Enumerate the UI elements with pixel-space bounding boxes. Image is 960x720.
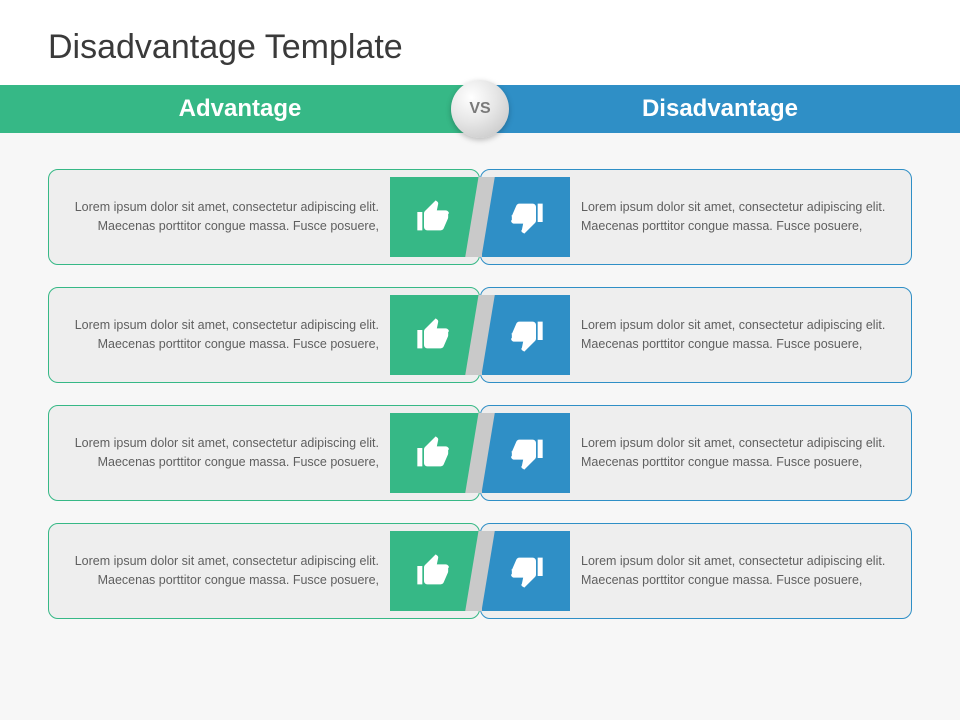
thumbs-down-icon [482,413,571,493]
advantage-text: Lorem ipsum dolor sit amet, consectetur … [67,198,379,237]
thumbs-down-icon [482,531,571,611]
advantage-header: Advantage [0,85,480,133]
disadvantage-text: Lorem ipsum dolor sit amet, consectetur … [581,434,893,473]
compare-row: Lorem ipsum dolor sit amet, consectetur … [48,405,912,501]
advantage-text: Lorem ipsum dolor sit amet, consectetur … [67,434,379,473]
compare-row: Lorem ipsum dolor sit amet, consectetur … [48,169,912,265]
disadvantage-header: Disadvantage [480,85,960,133]
comparison-rows: Lorem ipsum dolor sit amet, consectetur … [0,133,960,639]
thumbs-up-icon [390,177,479,257]
center-icon-block [390,177,570,257]
disadvantage-text: Lorem ipsum dolor sit amet, consectetur … [581,198,893,237]
page-title: Disadvantage Template [0,0,960,85]
thumbs-up-icon [390,295,479,375]
thumbs-down-icon [482,177,571,257]
compare-row: Lorem ipsum dolor sit amet, consectetur … [48,287,912,383]
disadvantage-text: Lorem ipsum dolor sit amet, consectetur … [581,316,893,355]
compare-row: Lorem ipsum dolor sit amet, consectetur … [48,523,912,619]
center-icon-block [390,413,570,493]
advantage-text: Lorem ipsum dolor sit amet, consectetur … [67,316,379,355]
thumbs-up-icon [390,413,479,493]
advantage-text: Lorem ipsum dolor sit amet, consectetur … [67,552,379,591]
thumbs-down-icon [482,295,571,375]
center-icon-block [390,531,570,611]
comparison-header: Advantage Disadvantage VS [0,85,960,133]
vs-badge: VS [451,80,509,138]
center-icon-block [390,295,570,375]
disadvantage-text: Lorem ipsum dolor sit amet, consectetur … [581,552,893,591]
thumbs-up-icon [390,531,479,611]
